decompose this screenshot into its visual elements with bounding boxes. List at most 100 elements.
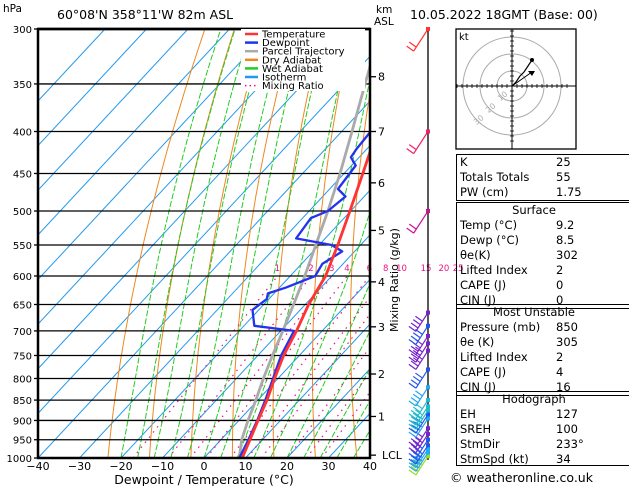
wind-barb-feather	[410, 428, 419, 435]
height-tick-label: 4	[378, 276, 385, 289]
mixing-ratio-line	[206, 275, 348, 458]
storm-motion-marker	[528, 71, 535, 76]
wind-barb-staff	[415, 312, 429, 332]
wind-barb-feather	[408, 41, 417, 48]
axes: 3003504004505005506006507007508008509009…	[7, 25, 403, 486]
temperature-tick-label: 10	[239, 460, 253, 473]
height-unit-km: km	[376, 4, 393, 16]
x-axis-label: Dewpoint / Temperature (°C)	[114, 472, 293, 486]
legend-label: Temperature	[261, 30, 325, 41]
isotherm-line	[245, 323, 370, 458]
most-unstable-value: 305	[556, 335, 578, 349]
mixing-ratio-label: 25	[453, 264, 464, 274]
copyright-label: © weatheronline.co.uk	[450, 470, 593, 485]
surface-value: 8.5	[556, 233, 575, 247]
isotherm-line	[38, 100, 370, 458]
wind-barb-feather	[410, 420, 419, 427]
wind-barb-feather	[410, 353, 419, 360]
wind-barb-feather	[410, 409, 419, 416]
wind-barb-feather	[408, 400, 417, 407]
dewpoint-line	[238, 130, 370, 458]
isotherm-line	[162, 234, 370, 458]
wind-barb-staff	[415, 455, 429, 476]
isotherm-line	[38, 29, 313, 325]
wind-barb-staff	[415, 343, 429, 363]
index-label: K	[460, 155, 468, 169]
plot-frame	[36, 27, 372, 460]
surface-value: 302	[556, 248, 578, 262]
hodograph-row: SREH 100	[457, 422, 629, 437]
wind-barb-staff	[415, 325, 429, 345]
isotherm-line	[286, 368, 370, 458]
wind-barb-staff	[415, 386, 429, 407]
wind-barb-feather	[415, 372, 423, 379]
wind-barb-feather	[415, 409, 423, 416]
wind-barb-feather	[412, 406, 421, 413]
most-unstable-label: θe (K)	[460, 335, 495, 349]
wind-barb-feather	[410, 416, 419, 423]
height-tick-label: 8	[378, 71, 385, 84]
surface-row: θe(K) 302	[457, 248, 629, 263]
surface-label: Lifted Index	[460, 263, 528, 277]
wind-barb-feather	[408, 469, 417, 476]
pressure-tick-label: 400	[13, 128, 32, 139]
most-unstable-title: Most Unstable	[493, 305, 575, 319]
index-row: PW (cm) 1.75	[457, 185, 629, 200]
hodograph-label: EH	[460, 407, 476, 421]
isotherm-line	[38, 29, 355, 370]
wind-barb-feather	[410, 397, 419, 404]
wind-barb-feather	[408, 431, 417, 438]
surface-table: Surface Temp (°C) 9.2 Dewp (°C) 8.5 θe(K) 302…	[456, 202, 629, 309]
temperature-tick-label: 40	[363, 460, 377, 473]
isotherm-line	[38, 29, 147, 147]
most-unstable-label: CIN (J)	[460, 380, 497, 394]
dry-adiabat-line	[231, 29, 294, 458]
temperature-line	[240, 147, 370, 458]
mixing-ratio-label: 15	[421, 264, 432, 274]
height-tick-label: 1	[378, 410, 385, 423]
wet-adiabat-line	[269, 209, 370, 458]
wind-barb-staff	[415, 439, 429, 459]
pressure-tick-label: 850	[13, 396, 32, 407]
wet-adiabat-line	[319, 367, 370, 458]
hodograph-trace	[511, 59, 533, 87]
profiles	[237, 61, 370, 458]
most-unstable-row: CAPE (J) 4	[457, 365, 629, 380]
wind-barb-feather	[410, 443, 419, 450]
height-tick-label: 3	[378, 321, 385, 334]
wind-barb-feather	[408, 447, 417, 454]
wind-barb-staff	[415, 399, 429, 420]
wind-barb-feather	[410, 424, 419, 431]
index-value: 1.75	[556, 185, 582, 199]
mixing-ratio-label: 4	[344, 264, 349, 274]
isotherm-line	[38, 29, 272, 281]
legend-label: Mixing Ratio	[262, 81, 324, 92]
isotherm-line	[79, 144, 370, 458]
legend-label: Wet Adiabat	[262, 64, 323, 75]
hodograph-end-dot	[530, 58, 534, 62]
most-unstable-label: CAPE (J)	[460, 365, 507, 379]
storm-motion-vector	[511, 71, 533, 87]
wet-adiabat-line	[303, 329, 370, 458]
surface-label: CIN (J)	[460, 293, 497, 307]
wind-barb-feather	[415, 390, 423, 397]
height-tick-label: LCL	[382, 449, 403, 462]
mixing-ratio-line	[229, 275, 370, 458]
most-unstable-value: 4	[556, 365, 564, 379]
surface-row: CAPE (J) 0	[457, 278, 629, 293]
temperature-tick-label: 0	[201, 460, 208, 473]
surface-value: 9.2	[556, 218, 575, 232]
wind-barb-feather	[412, 332, 421, 339]
wind-barb-staff	[415, 414, 429, 434]
wind-barb-feather	[412, 393, 421, 400]
dry-adiabat-line	[148, 29, 235, 458]
surface-value: 0	[556, 278, 564, 292]
most-unstable-label: Pressure (mb)	[460, 320, 541, 334]
surface-label: CAPE (J)	[460, 278, 507, 292]
wind-barb-feather	[408, 223, 417, 230]
temperature-tick-label: −30	[68, 460, 91, 473]
wind-barb-feather	[406, 45, 415, 52]
